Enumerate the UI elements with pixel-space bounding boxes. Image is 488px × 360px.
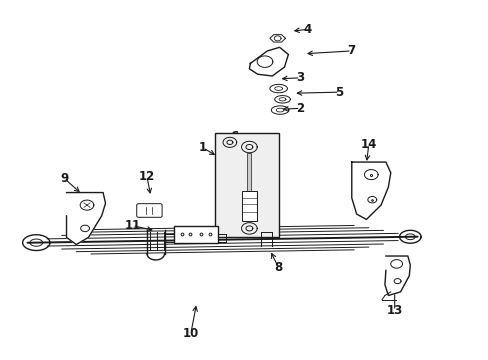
Polygon shape xyxy=(249,47,288,76)
Text: 2: 2 xyxy=(296,102,304,115)
Text: 11: 11 xyxy=(124,219,140,232)
Text: 8: 8 xyxy=(274,261,282,274)
Bar xyxy=(247,153,251,190)
Text: 9: 9 xyxy=(60,172,68,185)
Text: 14: 14 xyxy=(360,138,376,150)
Text: 4: 4 xyxy=(303,23,311,36)
Text: 12: 12 xyxy=(139,170,155,183)
Text: 13: 13 xyxy=(386,305,402,318)
Text: 10: 10 xyxy=(183,327,199,340)
Text: 7: 7 xyxy=(347,44,355,57)
Bar xyxy=(242,190,256,221)
Polygon shape xyxy=(66,193,105,244)
Text: 5: 5 xyxy=(335,86,343,99)
Text: 1: 1 xyxy=(199,141,207,154)
Polygon shape xyxy=(351,162,390,220)
Text: 3: 3 xyxy=(296,71,304,84)
FancyBboxPatch shape xyxy=(137,204,162,217)
Text: 6: 6 xyxy=(230,130,238,144)
Bar xyxy=(215,134,278,237)
Bar xyxy=(173,226,217,243)
Polygon shape xyxy=(384,256,409,296)
